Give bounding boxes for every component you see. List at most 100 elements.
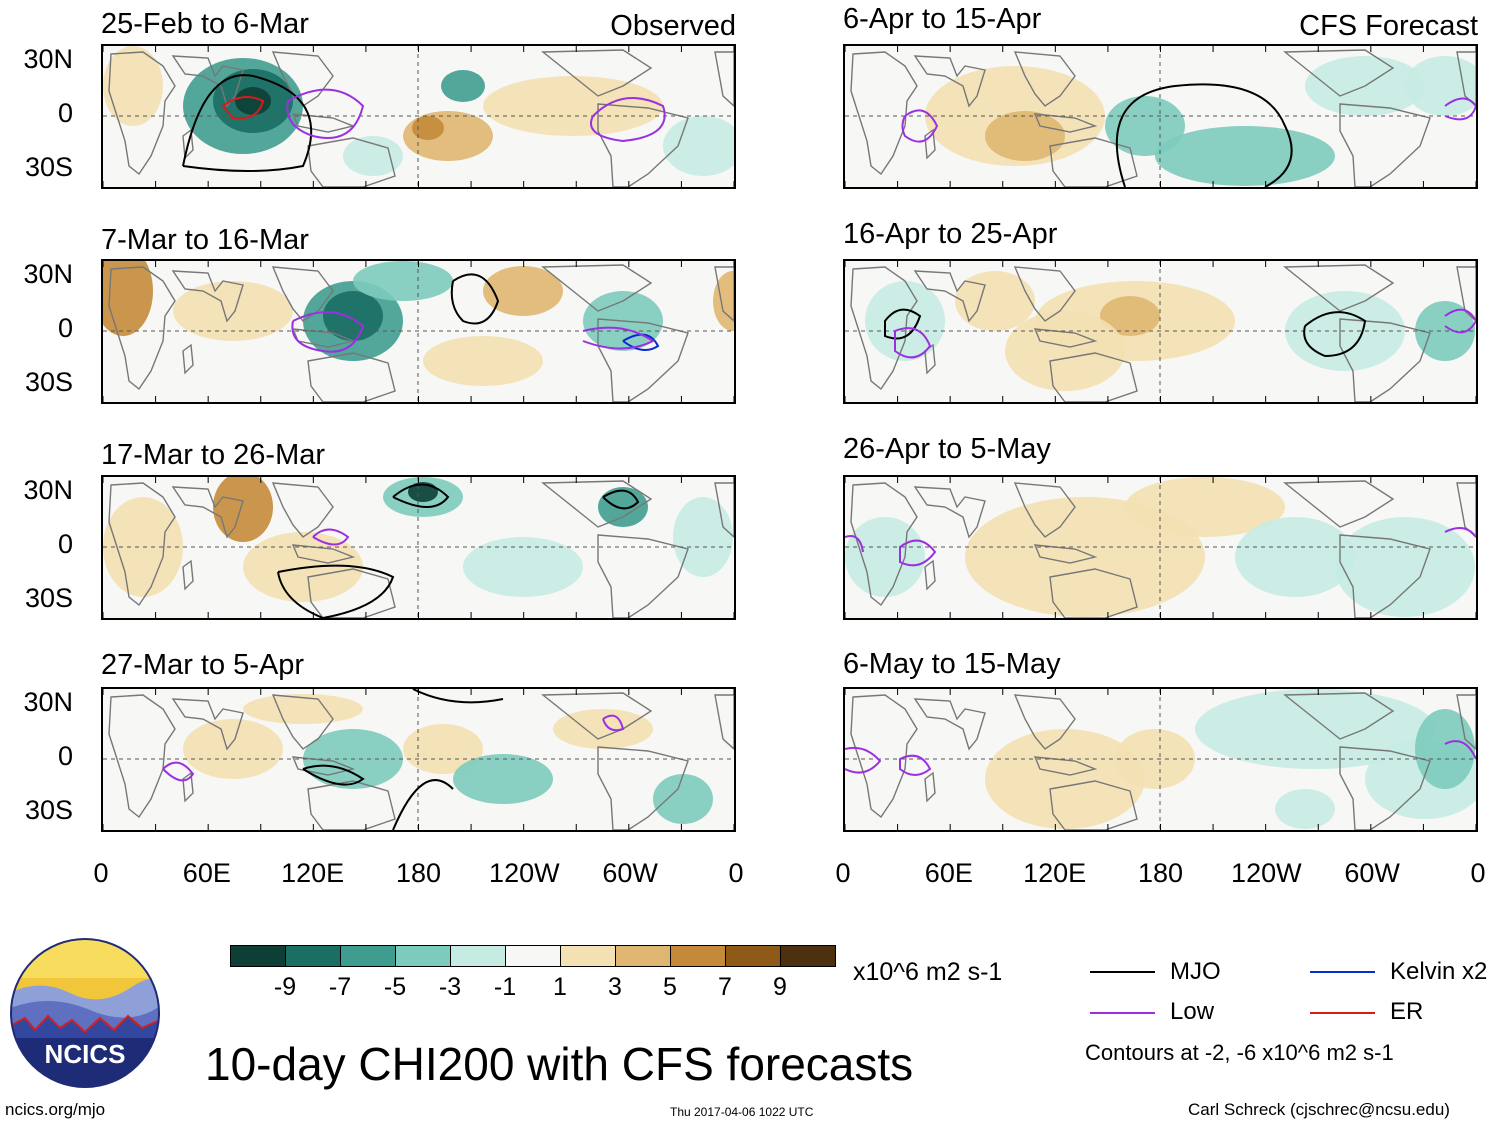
- contour-mjo: [182, 74, 313, 172]
- contour-low: [1444, 740, 1476, 760]
- coastline: [171, 698, 244, 751]
- lat-label: 30S: [24, 152, 73, 182]
- anomaly-region: [1195, 689, 1435, 769]
- coastline: [1033, 113, 1098, 133]
- lon-label: 0: [835, 858, 851, 888]
- lon-label: 60E: [182, 858, 231, 888]
- contour-mjo: [392, 483, 450, 508]
- ncics-logo: NCICS: [10, 938, 160, 1088]
- anomaly-region: [1100, 296, 1160, 336]
- contour-mjo: [277, 564, 395, 618]
- panel-title-obs-4: 27-Mar to 5-Apr: [101, 649, 305, 681]
- map-svg: [845, 477, 1476, 618]
- coastline: [171, 55, 244, 108]
- coastline: [307, 568, 396, 618]
- lat-label: 30S: [24, 367, 73, 397]
- anomaly-region: [243, 694, 363, 724]
- coastline: [714, 694, 734, 750]
- anomaly-region: [423, 336, 543, 386]
- coastline: [291, 544, 356, 564]
- lon-label: 180: [1137, 858, 1184, 888]
- anomaly-region: [1275, 789, 1335, 829]
- coastline: [1283, 49, 1395, 97]
- coastline: [1339, 318, 1431, 402]
- anomaly-region: [965, 497, 1205, 617]
- coastline: [291, 113, 356, 133]
- colorbar-swatch: [725, 945, 781, 967]
- anomaly-region: [553, 709, 653, 749]
- coastline: [597, 746, 689, 830]
- observed-label: Observed: [610, 10, 736, 42]
- coastline: [271, 694, 334, 750]
- anomaly-region: [673, 497, 733, 577]
- colorbar-tick-label: -5: [383, 973, 407, 1001]
- map-svg: [103, 46, 734, 187]
- panel-title-obs-1: 25-Feb to 6-Mar: [101, 8, 309, 40]
- coastline: [924, 771, 936, 803]
- coastline: [108, 51, 176, 176]
- coastline: [1049, 137, 1138, 187]
- coastline: [182, 343, 194, 375]
- lon-label: 60E: [924, 858, 973, 888]
- coastline: [913, 486, 986, 539]
- forecast-label: CFS Forecast: [1299, 10, 1478, 42]
- coastline: [271, 51, 334, 107]
- coastline: [924, 559, 936, 591]
- contour-low: [845, 535, 864, 553]
- map-svg: [103, 477, 734, 618]
- map-svg: [845, 46, 1476, 187]
- lon-label: 120W: [489, 858, 560, 888]
- contour-mjo: [392, 779, 454, 830]
- map-svg: [845, 261, 1476, 402]
- colorbar-units: x10^6 m2 s-1: [853, 958, 1003, 986]
- lat-label: 30N: [23, 687, 73, 717]
- colorbar-swatch: [670, 945, 726, 967]
- contour-mjo: [884, 308, 922, 340]
- map-svg: [845, 689, 1476, 830]
- footer-url[interactable]: ncics.org/mjo: [5, 1100, 106, 1119]
- anomaly-region: [985, 111, 1065, 161]
- contour-low: [291, 311, 365, 353]
- main-title: 10-day CHI200 with CFS forecasts: [205, 1038, 914, 1090]
- lat-label: 0: [57, 313, 73, 343]
- lat-label: 30S: [24, 583, 73, 613]
- contour-low: [582, 326, 655, 350]
- contour-low: [1444, 97, 1476, 121]
- map-panel-obs-4: [101, 687, 736, 832]
- contour-low: [312, 528, 350, 546]
- lon-label: 0: [1470, 858, 1486, 888]
- legend-mjo-label: MJO: [1170, 958, 1221, 985]
- contour-low: [901, 109, 939, 143]
- coastline: [541, 49, 653, 97]
- anomaly-region: [103, 261, 153, 336]
- map-svg: [103, 261, 734, 402]
- anomaly-region: [213, 477, 273, 542]
- panel-title-fc-3: 26-Apr to 5-May: [843, 433, 1051, 465]
- panel-title-fc-1: 6-Apr to 15-Apr: [843, 3, 1042, 35]
- anomaly-region: [653, 774, 713, 824]
- legend-low-label: Low: [1170, 998, 1215, 1025]
- legend-er-line: [1310, 1012, 1375, 1014]
- contour-low: [1444, 527, 1476, 538]
- coastline: [913, 698, 986, 751]
- lon-label: 120W: [1231, 858, 1302, 888]
- lon-label: 120E: [281, 858, 345, 888]
- anomaly-region: [1115, 729, 1195, 789]
- colorbar-tick-label: -7: [328, 973, 352, 1001]
- anomaly-region: [408, 482, 438, 502]
- coastline: [850, 694, 918, 819]
- anomaly-region: [453, 754, 553, 804]
- colorbar-swatch: [780, 945, 836, 967]
- anomaly-region: [463, 537, 583, 597]
- colorbar-tick-label: 7: [718, 973, 732, 1001]
- contour-er: [221, 96, 265, 120]
- contours-note: Contours at -2, -6 x10^6 m2 s-1: [1085, 1040, 1394, 1065]
- panel-title-obs-2: 7-Mar to 16-Mar: [101, 224, 309, 256]
- anomaly-region: [1405, 56, 1476, 116]
- contour-mjo: [1115, 83, 1293, 187]
- map-panel-fc-3: [843, 475, 1478, 620]
- map-svg: [103, 689, 734, 830]
- logo-text: NCICS: [45, 1039, 126, 1069]
- lon-label: 0: [728, 858, 744, 888]
- anomaly-region: [483, 76, 663, 136]
